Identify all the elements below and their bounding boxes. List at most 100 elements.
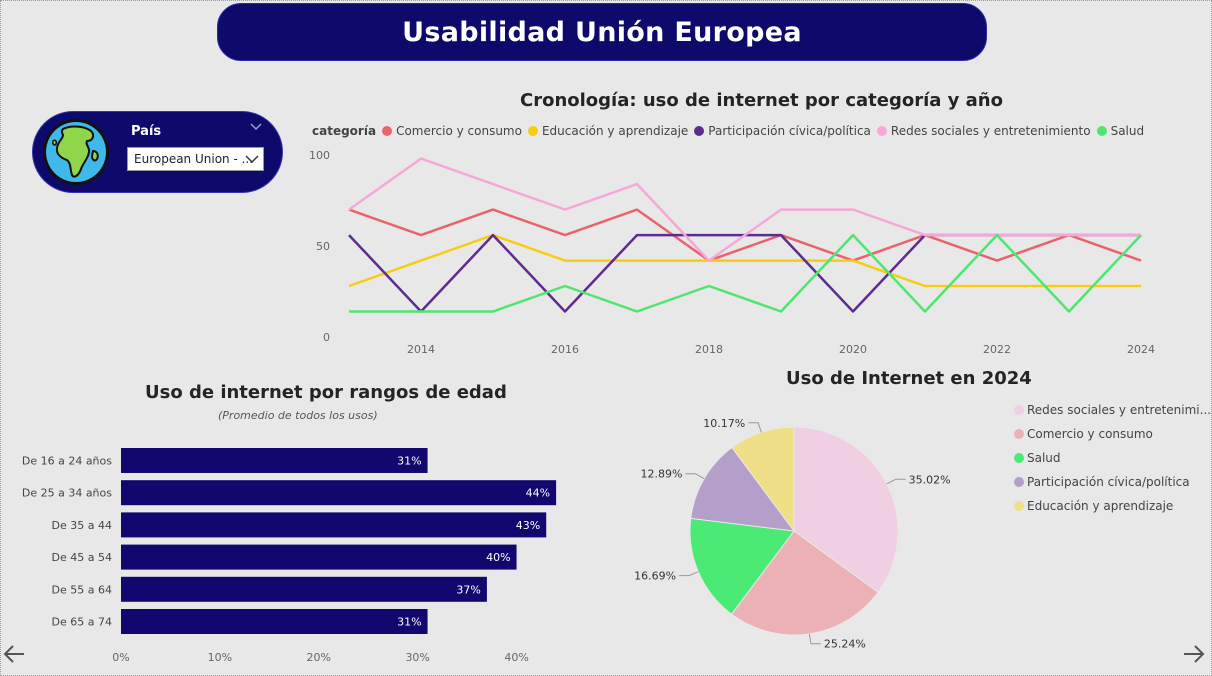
bar-category-label: De 65 a 74 — [52, 616, 112, 629]
bar-category-label: De 35 a 44 — [52, 519, 112, 532]
x-axis-tick-label: 30% — [405, 651, 429, 664]
series-line — [348, 208, 1142, 262]
legend-label: Educación y aprendizaje — [1027, 499, 1174, 513]
bar-chart-title: Uso de internet por rangos de edad — [145, 382, 507, 403]
x-axis-tick-label: 40% — [504, 651, 528, 664]
bar — [121, 609, 428, 634]
bar-data-label: 40% — [486, 551, 510, 564]
legend-label: Comercio y consumo — [1027, 427, 1153, 441]
chevron-down-icon[interactable] — [249, 122, 263, 132]
legend-item[interactable]: Comercio y consumo — [382, 124, 522, 138]
x-axis-tick-label: 0% — [112, 651, 129, 664]
bar-data-label: 31% — [397, 455, 421, 468]
bar-chart: De 16 a 24 años 31% De 25 a 34 años 44% De 3… — [22, 448, 557, 664]
report-title-banner: Usabilidad Unión Europea — [217, 3, 987, 61]
pie-leader-line — [748, 422, 762, 433]
pie-leader-line — [886, 478, 906, 485]
legend-marker — [382, 126, 393, 136]
legend-marker — [694, 126, 705, 136]
legend-label: Educación y aprendizaje — [541, 124, 689, 138]
slicer-label: País — [131, 124, 162, 139]
y-axis-tick-label: 100 — [309, 149, 330, 162]
pie-data-label: 35.02% — [909, 473, 951, 486]
country-dropdown[interactable]: European Union - ... — [127, 147, 264, 171]
pie-leader-line — [808, 633, 821, 645]
legend-marker — [1014, 477, 1024, 487]
pie-data-label: 25.24% — [824, 638, 866, 651]
pie-slice — [690, 446, 796, 532]
line-chart-title: Cronología: uso de internet por categorí… — [520, 90, 1003, 111]
bar-data-label: 43% — [516, 519, 540, 532]
legend-item[interactable]: Salud — [1096, 124, 1145, 138]
legend-label: Participación cívica/política — [708, 124, 871, 138]
legend-marker — [1096, 126, 1107, 136]
pie-chart: 35.02% 25.24% 16.69% 12.89% 10.17% — [634, 417, 951, 651]
report-title: Usabilidad Unión Europea — [402, 16, 802, 48]
dropdown-chevron-icon[interactable] — [245, 154, 259, 164]
y-axis-tick-label: 50 — [316, 240, 330, 253]
bar-data-label: 31% — [397, 616, 421, 629]
x-axis-tick-label: 2024 — [1127, 343, 1155, 356]
legend-item[interactable]: Participación cívica/política — [1014, 470, 1211, 494]
y-axis-tick-label: 0 — [323, 331, 330, 344]
series-line — [349, 233, 1142, 313]
legend-label: Redes sociales y entretenimi... — [1027, 403, 1212, 417]
pie-slice — [793, 426, 899, 593]
series-line — [348, 157, 1141, 262]
dropdown-selected-value: European Union - ... — [134, 152, 254, 166]
legend-item[interactable]: Redes sociales y entretenimiento — [876, 124, 1091, 138]
legend-marker — [876, 126, 887, 136]
legend-label: Redes sociales y entretenimiento — [890, 124, 1091, 138]
legend-marker — [1014, 453, 1024, 463]
legend-marker — [1014, 429, 1024, 439]
bar-data-label: 37% — [456, 583, 480, 596]
bar — [121, 480, 557, 506]
x-axis-tick-label: 2020 — [839, 343, 867, 356]
bar-chart-subtitle: (Promedio de todos los usos) — [218, 409, 378, 422]
legend-item[interactable]: Comercio y consumo — [1014, 422, 1211, 446]
pie-slice — [689, 517, 795, 615]
legend-item[interactable]: Salud — [1014, 446, 1211, 470]
globe-icon — [43, 119, 109, 185]
legend-item[interactable]: Educación y aprendizaje — [1014, 494, 1211, 518]
bar-category-label: De 55 a 64 — [52, 583, 112, 596]
x-axis-tick-label: 20% — [307, 651, 331, 664]
x-axis-tick-label: 2018 — [695, 343, 723, 356]
series-line — [348, 233, 1141, 288]
bar — [121, 448, 428, 473]
pie-data-label: 12.89% — [641, 468, 683, 481]
legend-marker — [1014, 501, 1024, 511]
legend-item[interactable]: Educación y aprendizaje — [527, 124, 689, 138]
legend-label: Salud — [1110, 124, 1145, 138]
previous-page-arrow-icon[interactable] — [2, 640, 26, 668]
pie-leader-line — [685, 473, 705, 480]
legend-label: Salud — [1027, 451, 1061, 465]
bar — [121, 576, 487, 602]
legend-item[interactable]: Participación cívica/política — [694, 124, 871, 138]
pie-slice — [730, 530, 879, 636]
next-page-arrow-icon[interactable] — [1182, 640, 1206, 668]
x-axis-tick-label: 2022 — [983, 343, 1011, 356]
bar-category-label: De 16 a 24 años — [22, 455, 112, 468]
country-slicer[interactable]: País European Union - ... — [32, 111, 283, 193]
bar — [121, 512, 547, 538]
x-axis-tick-label: 2014 — [407, 343, 435, 356]
x-axis-tick-label: 2016 — [551, 343, 579, 356]
bar-data-label: 44% — [526, 487, 550, 500]
pie-leader-line — [679, 571, 699, 577]
line-chart: 0 50 100 2014 2016 2018 2020 2022 2024 — [309, 149, 1155, 356]
legend-marker — [527, 126, 538, 136]
pie-chart-legend: Redes sociales y entretenimi... Comercio … — [1014, 398, 1211, 518]
bar-category-label: De 45 a 54 — [52, 551, 112, 564]
legend-label: Participación cívica/política — [1027, 475, 1190, 489]
legend-item[interactable]: Redes sociales y entretenimi... — [1014, 398, 1211, 422]
pie-chart-title: Uso de Internet en 2024 — [786, 368, 1032, 389]
bar — [121, 544, 517, 570]
legend-marker — [1014, 405, 1024, 415]
pie-data-label: 10.17% — [703, 417, 745, 430]
line-chart-legend: categoría Comercio y consumo Educación y … — [312, 122, 1150, 140]
bar-category-label: De 25 a 34 años — [22, 487, 112, 500]
legend-label: Comercio y consumo — [396, 124, 522, 138]
legend-title: categoría — [312, 124, 377, 138]
x-axis-tick-label: 10% — [208, 651, 232, 664]
